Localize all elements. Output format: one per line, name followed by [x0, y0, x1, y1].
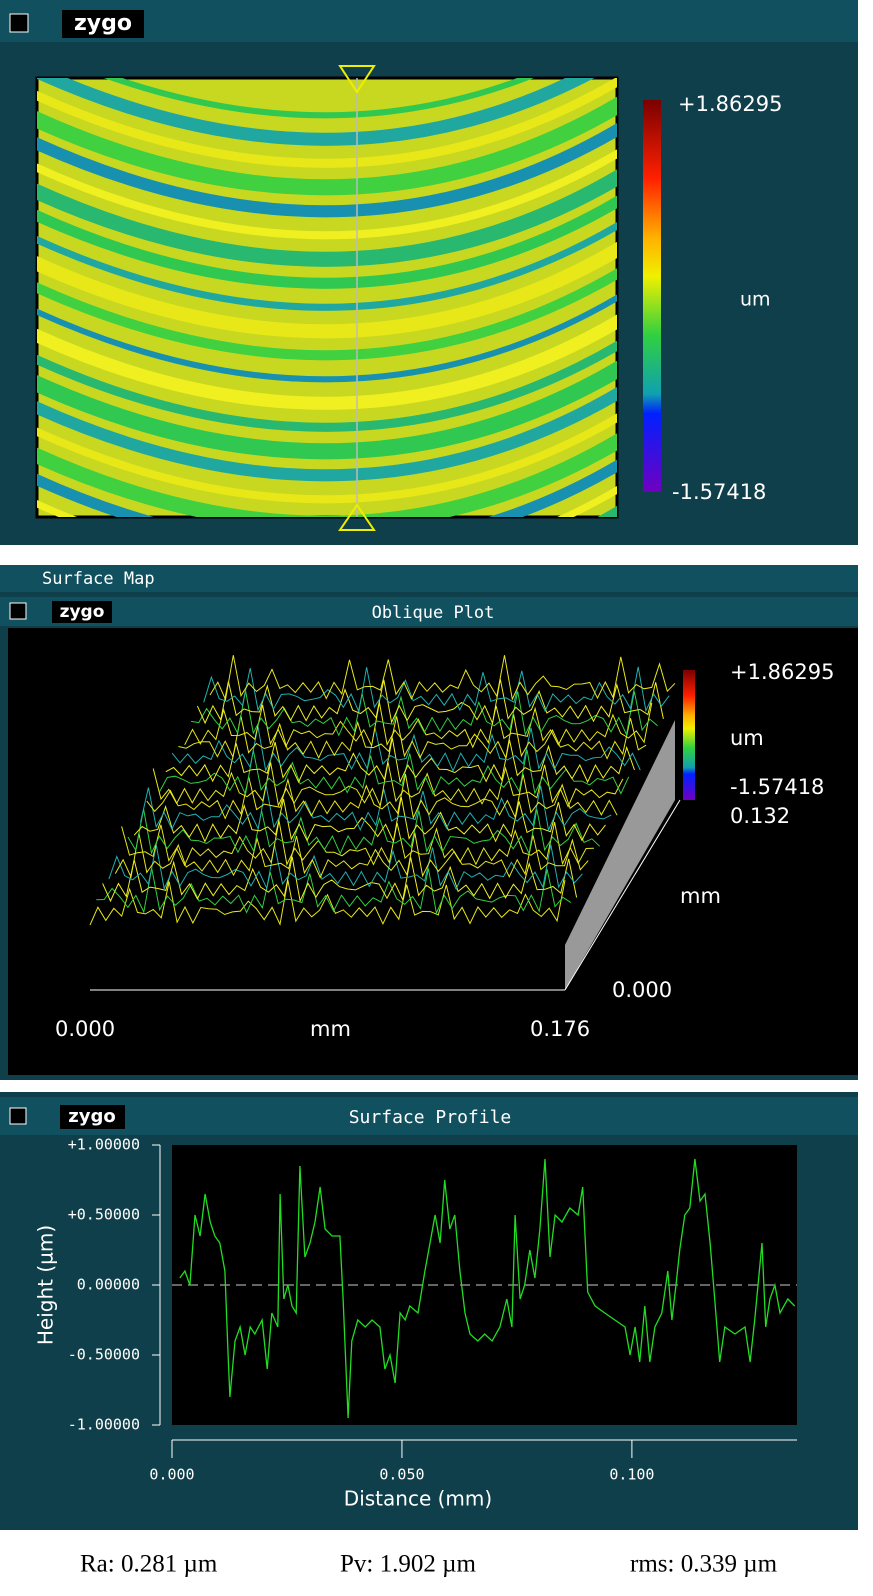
- stat-pv: Pv: 1.902 µm: [340, 1551, 477, 1578]
- x-axis-unit: mm: [310, 1017, 351, 1041]
- screen: zygo +1.86295 um -1.57418 Surface Map zy…: [0, 0, 873, 1596]
- close-button[interactable]: [10, 603, 26, 619]
- window-title: Surface Profile: [349, 1107, 512, 1128]
- colorbar-max: +1.86295: [730, 660, 834, 684]
- logo: zygo: [60, 602, 105, 622]
- y-tick-label: 0.00000: [77, 1276, 140, 1294]
- x-axis-start: 0.000: [55, 1017, 115, 1041]
- colorbar-min: -1.57418: [730, 775, 824, 799]
- close-button[interactable]: [10, 14, 28, 32]
- y-axis-start: 0.000: [612, 978, 672, 1002]
- x-axis-title: Distance (mm): [344, 1487, 492, 1511]
- y-axis-end: 0.132: [730, 804, 790, 828]
- logo: zygo: [74, 11, 132, 36]
- colorbar: [683, 670, 695, 800]
- y-axis-title: Height (µm): [34, 1225, 58, 1345]
- parent-title: Surface Map: [42, 569, 155, 589]
- y-tick-label: -1.00000: [68, 1416, 140, 1434]
- x-tick-label: 0.000: [149, 1466, 194, 1484]
- y-tick-label: -0.50000: [68, 1346, 140, 1364]
- y-axis-unit: mm: [680, 884, 721, 908]
- y-tick-label: +1.00000: [68, 1136, 140, 1154]
- window-title: Oblique Plot: [372, 603, 495, 623]
- stat-rms: rms: 0.339 µm: [630, 1551, 778, 1578]
- x-axis-end: 0.176: [530, 1017, 590, 1041]
- stat-ra: Ra: 0.281 µm: [80, 1551, 218, 1578]
- y-tick-label: +0.50000: [68, 1206, 140, 1224]
- colorbar-unit: um: [740, 289, 771, 311]
- x-tick-label: 0.100: [609, 1466, 654, 1484]
- logo: zygo: [68, 1106, 115, 1127]
- colorbar-max: +1.86295: [678, 92, 782, 116]
- colorbar-unit: um: [730, 726, 764, 750]
- close-button[interactable]: [10, 1108, 26, 1124]
- colorbar-min: -1.57418: [672, 480, 766, 504]
- colorbar: [643, 100, 661, 492]
- x-tick-label: 0.050: [379, 1466, 424, 1484]
